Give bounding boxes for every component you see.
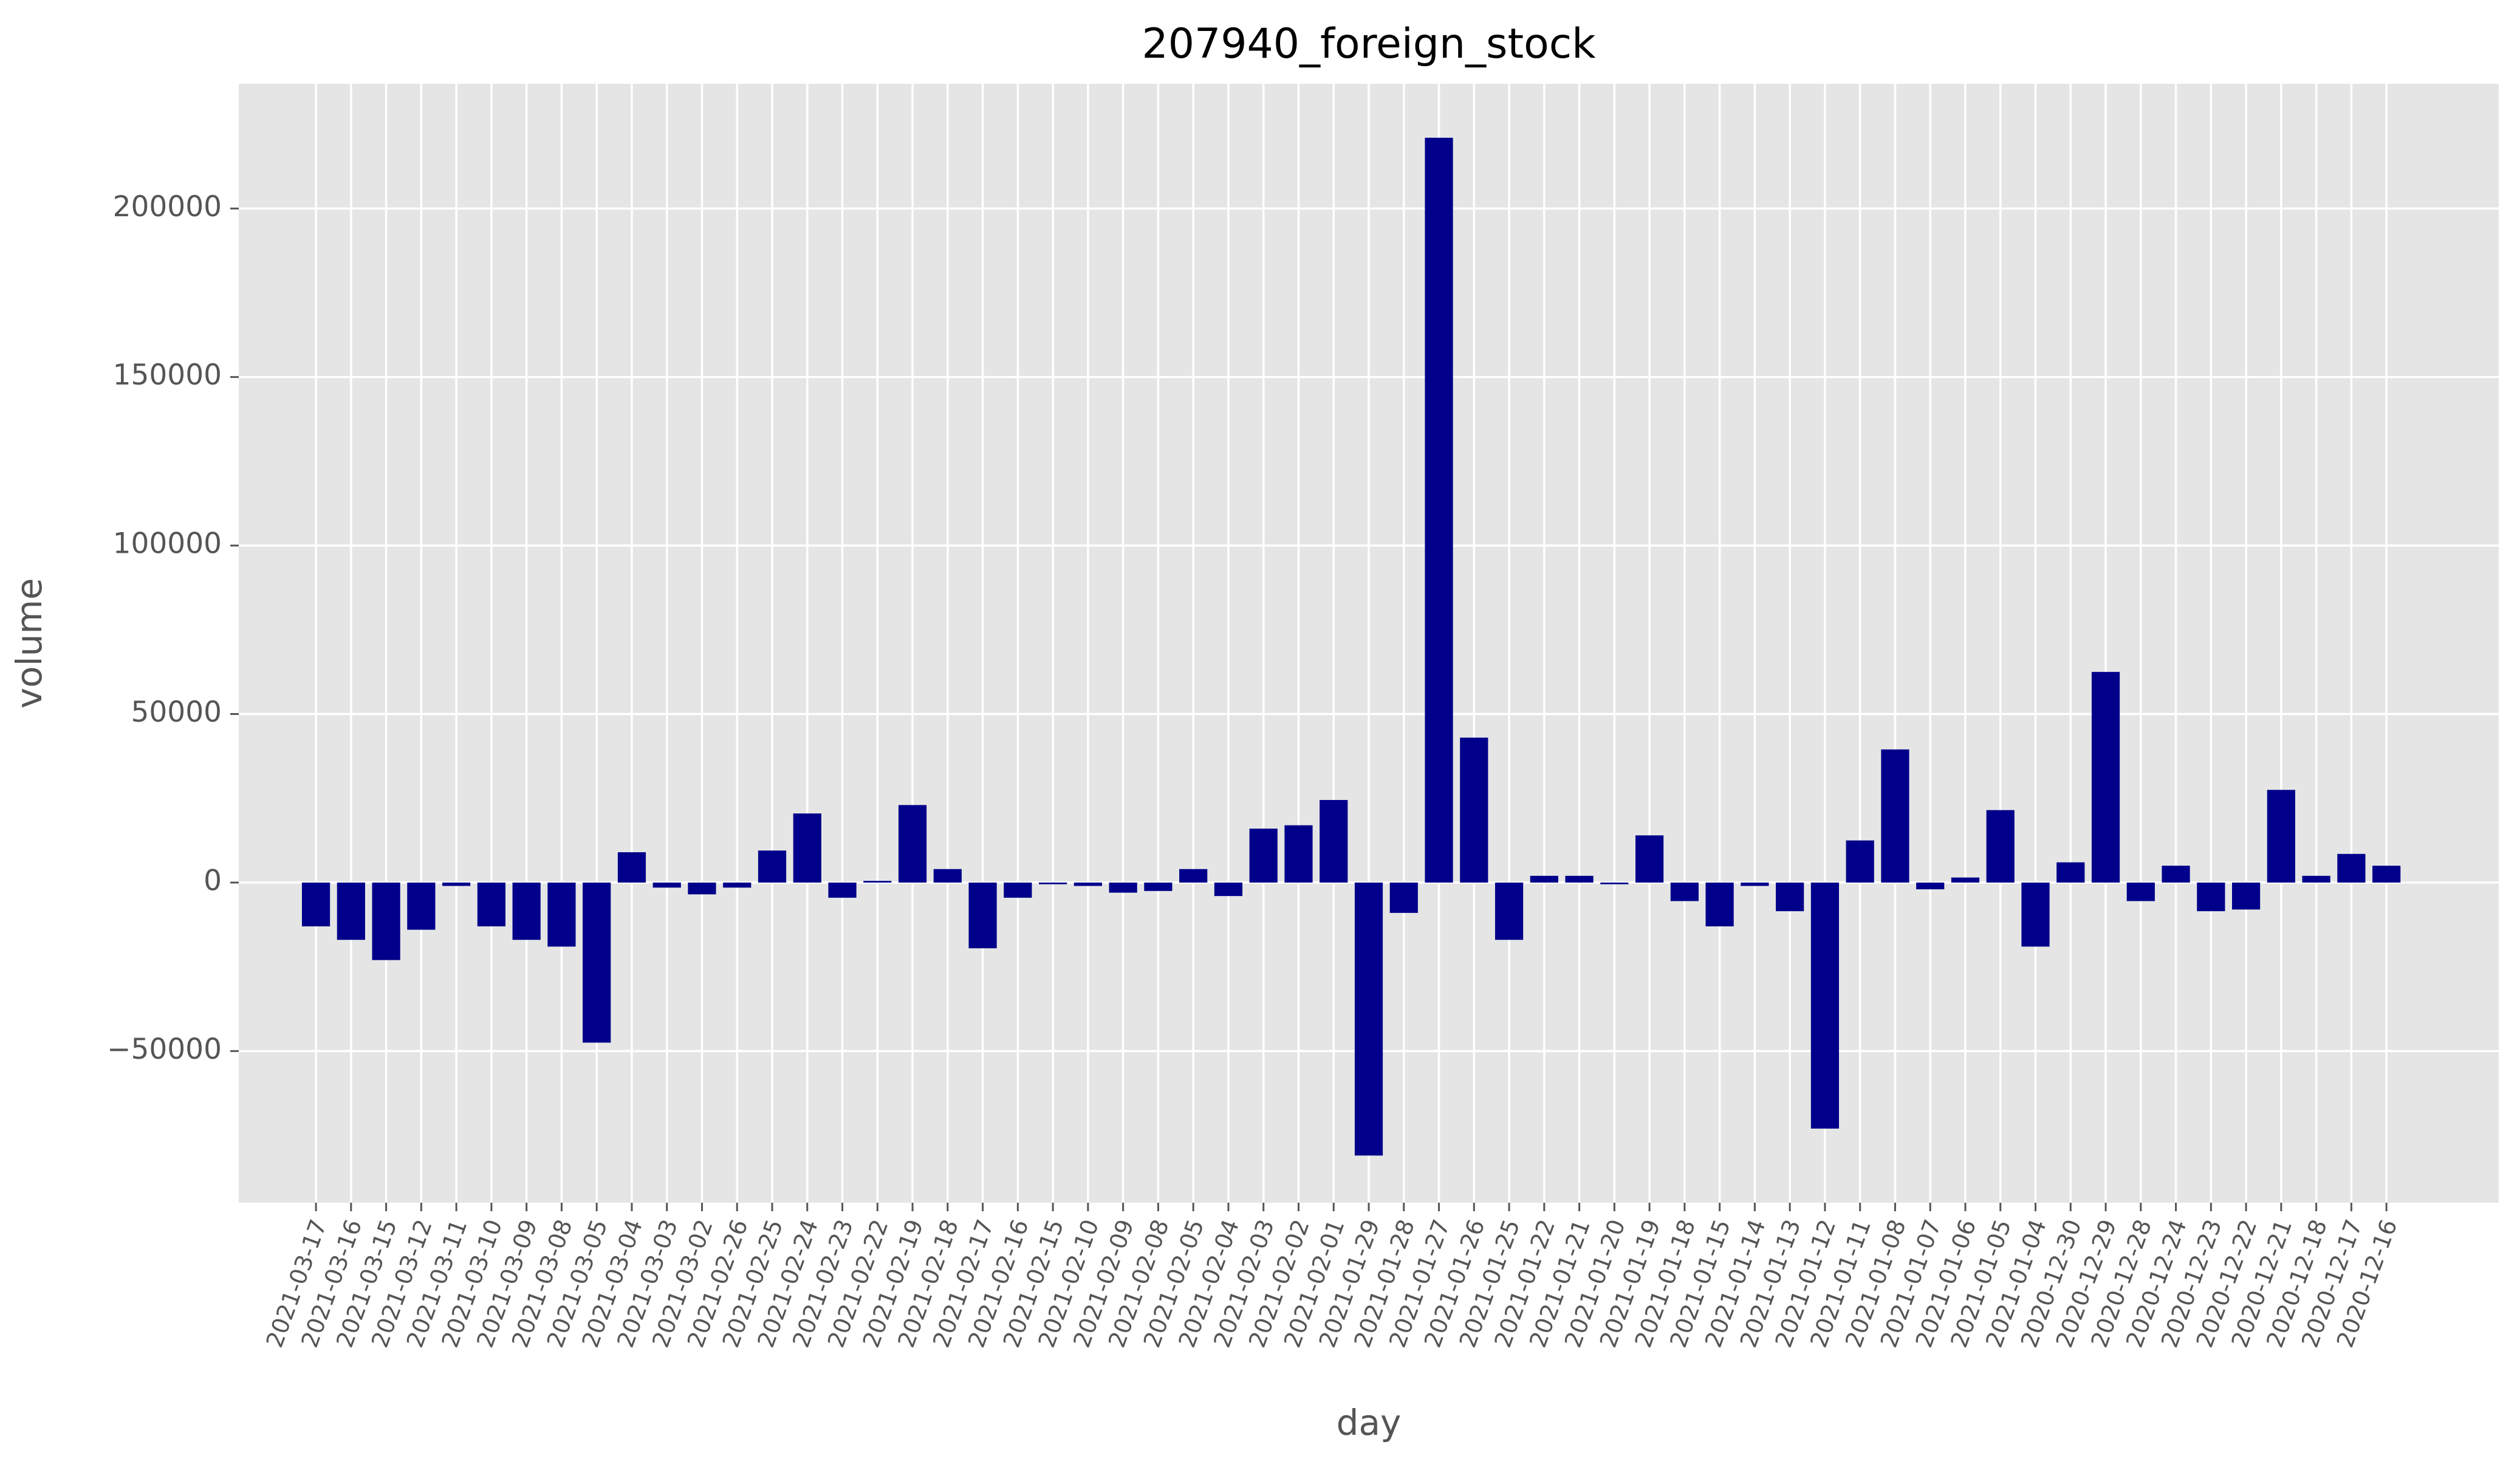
bar-2021-02-08 (1144, 882, 1173, 891)
bar-2021-02-15 (1039, 882, 1067, 884)
bar-2021-02-18 (933, 869, 962, 883)
bar-2021-03-15 (372, 882, 400, 960)
grid-lines (239, 84, 2499, 1203)
bar-2021-02-05 (1179, 869, 1208, 883)
chart-title: 207940_foreign_stock (1142, 20, 1596, 68)
bar-2021-03-16 (337, 882, 365, 940)
bar-2020-12-24 (2162, 866, 2190, 883)
x-axis: 2021-03-172021-03-162021-03-152021-03-12… (261, 1203, 2402, 1351)
bar-2021-02-25 (758, 850, 787, 883)
bars (301, 137, 2401, 1156)
bar-2021-01-04 (2021, 882, 2050, 947)
bar-2021-02-19 (898, 805, 927, 883)
bar-2021-01-12 (1810, 882, 1840, 1129)
bar-2021-03-11 (442, 882, 471, 886)
bar-2020-12-21 (2267, 790, 2295, 883)
bar-2021-02-26 (723, 882, 752, 888)
bar-2021-03-08 (547, 882, 576, 947)
y-axis-label: volume (9, 578, 50, 709)
bar-2021-01-06 (1951, 877, 1980, 883)
bar-2021-03-03 (652, 882, 681, 888)
bar-2021-01-28 (1389, 882, 1418, 913)
bar-2020-12-16 (2372, 866, 2401, 883)
bar-2021-03-09 (512, 882, 541, 940)
bar-2021-01-15 (1705, 882, 1734, 927)
bar-2020-12-28 (2126, 882, 2155, 901)
bar-2021-01-29 (1354, 882, 1383, 1156)
bar-2020-12-17 (2337, 853, 2366, 883)
bar-2020-12-30 (2056, 862, 2085, 883)
bar-2021-01-19 (1635, 835, 1664, 883)
bar-2021-01-05 (1986, 810, 2015, 883)
bar-2021-01-21 (1565, 875, 1594, 883)
bar-2020-12-29 (2091, 672, 2120, 883)
bar-2021-01-25 (1495, 882, 1524, 940)
y-axis: −50000 0 50000 100000 150000 200000 (107, 190, 239, 1066)
bar-2020-12-23 (2197, 882, 2225, 912)
bar-2021-02-17 (968, 882, 997, 949)
bar-2021-02-22 (863, 881, 892, 883)
bar-2021-02-04 (1214, 882, 1243, 897)
bar-2021-03-02 (688, 882, 716, 895)
y-tick-label: 200000 (113, 190, 222, 224)
bar-2021-01-11 (1846, 840, 1874, 883)
bar-2021-03-04 (617, 852, 646, 883)
y-tick-label: 150000 (113, 358, 222, 392)
bar-2020-12-18 (2302, 875, 2330, 883)
bar-2021-01-14 (1741, 882, 1769, 886)
bar-2021-01-22 (1530, 875, 1558, 883)
bar-2021-02-24 (793, 813, 821, 883)
bar-2021-02-23 (828, 882, 857, 898)
bar-2021-02-16 (1004, 882, 1032, 898)
bar-2021-03-12 (407, 882, 436, 930)
bar-2021-02-09 (1109, 882, 1137, 893)
y-tick-label: 0 (204, 864, 222, 897)
bar-2021-02-01 (1320, 799, 1348, 883)
bar-2021-01-07 (1916, 882, 1945, 890)
y-tick-label: 50000 (131, 696, 222, 729)
bar-2021-01-13 (1776, 882, 1804, 912)
bar-2021-03-05 (583, 882, 611, 1043)
bar-2021-02-10 (1073, 882, 1102, 886)
bar-2021-01-08 (1881, 749, 1909, 883)
bar-2021-01-27 (1425, 137, 1453, 883)
bar-2021-01-26 (1460, 737, 1488, 883)
bar-2021-03-17 (301, 882, 330, 927)
bar-2021-03-10 (477, 882, 506, 927)
y-tick-label: −50000 (107, 1033, 222, 1066)
bar-2021-02-02 (1284, 825, 1313, 883)
bar-2021-02-03 (1249, 829, 1278, 883)
y-tick-label: 100000 (113, 527, 222, 561)
bar-2021-01-18 (1670, 882, 1699, 901)
x-axis-label: day (1337, 1402, 1402, 1443)
bar-2021-01-20 (1600, 882, 1629, 884)
bar-2020-12-22 (2231, 882, 2261, 910)
